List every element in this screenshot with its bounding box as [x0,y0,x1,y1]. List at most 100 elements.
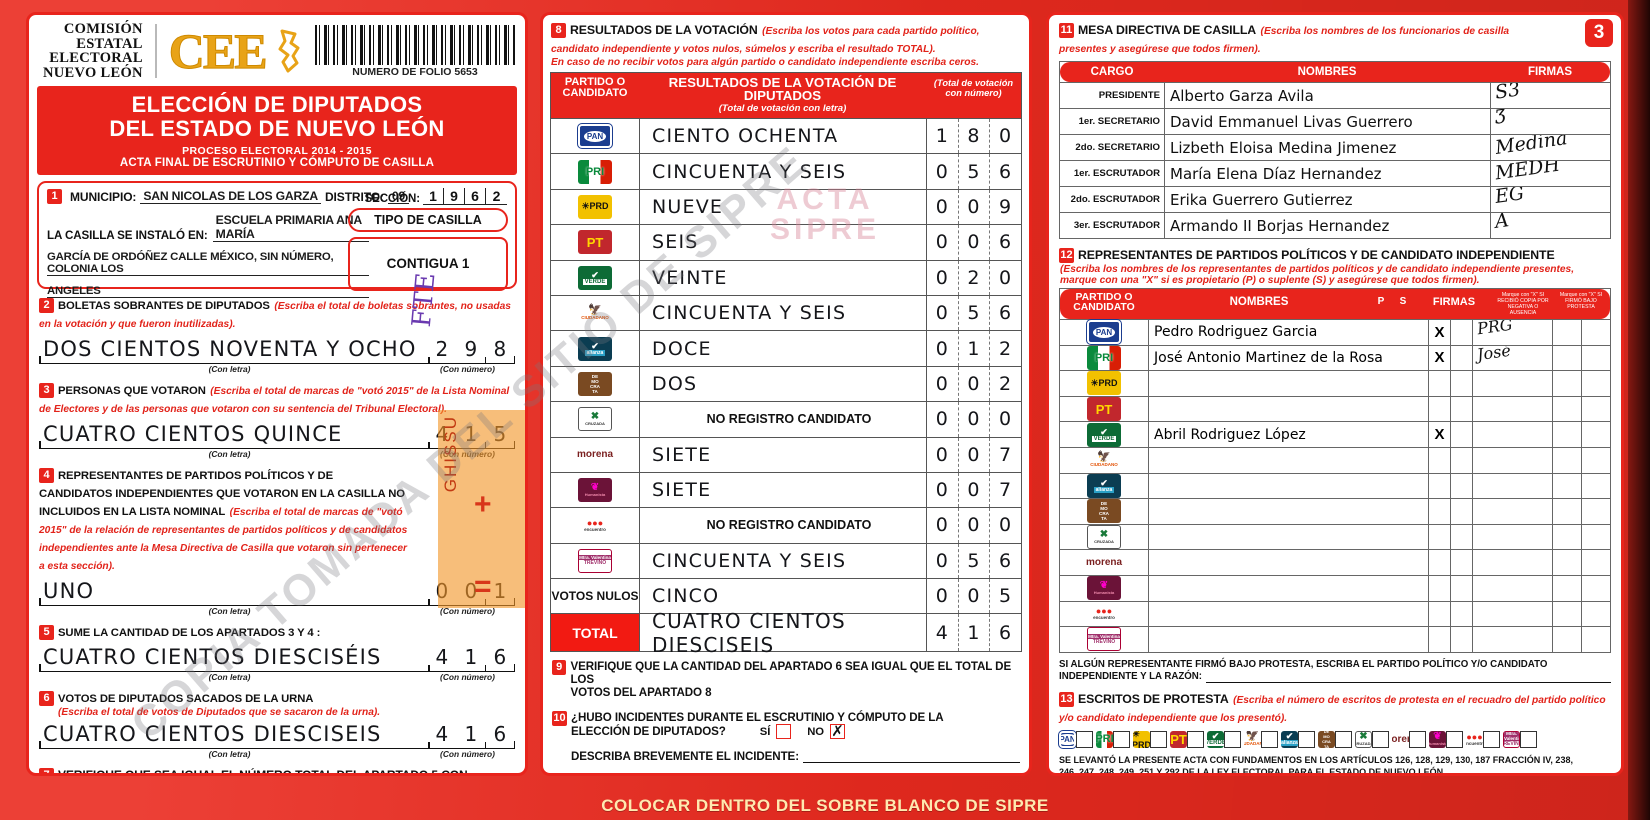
votes-letra[interactable]: CINCUENTA Y SEIS [639,295,926,331]
section-6-letra[interactable]: CUATRO CIENTOS DIESCISEIS [43,722,382,746]
rep-firma[interactable] [1472,524,1552,550]
protesta-count-box[interactable] [1520,730,1537,748]
rep-protesta-cell[interactable] [1581,371,1610,396]
vote-digit[interactable]: 0 [989,508,1021,543]
total-digits[interactable]: 4 1 6 [926,614,1021,652]
vote-digit[interactable]: 0 [935,160,949,183]
mesa-nombre[interactable]: Alberto Garza Avila [1164,83,1490,108]
s2-d1[interactable]: 2 [435,337,450,361]
rep-nombre[interactable] [1148,473,1428,499]
votes-letra[interactable]: NUEVE [639,189,926,225]
rep-firma[interactable] [1472,627,1552,652]
seccion-digit-4[interactable]: 2 [486,188,507,205]
protesta-count-box[interactable] [1113,730,1130,748]
rep-suplente-mark[interactable] [1450,575,1472,601]
s6-d2[interactable]: 1 [464,722,479,746]
mesa-nombre[interactable]: David Emmanuel Livas Guerrero [1164,109,1490,134]
rep-nombre[interactable] [1148,575,1428,601]
rep-nombre[interactable] [1148,447,1428,473]
rep-protesta-cell[interactable] [1581,447,1610,473]
rep-propietario-mark[interactable] [1428,499,1450,524]
rep-copia-cell[interactable] [1552,524,1581,550]
rep-firma[interactable] [1472,447,1552,473]
mesa-firma[interactable]: A [1490,213,1610,238]
votos-nulos-letra[interactable]: CINCO [639,579,926,614]
mesa-firma[interactable]: Ʒ [1490,109,1610,134]
vote-digit[interactable]: 5 [957,295,990,331]
casilla-line-1[interactable]: ESCUELA PRIMARIA ANA MARÍA [212,213,369,242]
vote-digit[interactable]: 6 [989,543,1021,579]
vote-digit[interactable]: 1 [935,125,949,148]
rep-firma[interactable] [1472,473,1552,499]
s2-d2[interactable]: 9 [464,337,479,361]
nulos-d3[interactable]: 5 [989,579,1021,614]
rep-protesta-cell[interactable] [1581,345,1610,371]
rep-propietario-mark[interactable]: X [1428,345,1450,371]
vote-digit[interactable]: 0 [935,195,949,218]
rep-firma[interactable] [1472,601,1552,627]
rep-propietario-mark[interactable] [1428,447,1450,473]
rep-propietario-mark[interactable] [1428,524,1450,550]
protesta-count-box[interactable] [1261,730,1278,748]
rep-firma[interactable] [1472,371,1552,396]
rep-firma[interactable]: José [1472,345,1552,371]
vote-digit[interactable]: 0 [957,366,990,402]
s3-d1[interactable]: 4 [435,422,450,446]
rep-nombre[interactable]: Pedro Rodriguez Garcia [1148,320,1428,345]
total-d2[interactable]: 1 [957,614,990,652]
rep-nombre[interactable]: Abril Rodriguez López [1148,422,1428,447]
mesa-nombre[interactable]: Erika Guerrero Gutierrez [1164,187,1490,212]
section-5-letra[interactable]: CUATRO CIENTOS DIESCISÉIS [43,645,382,669]
votes-letra[interactable]: SIETE [639,472,926,508]
rep-copia-cell[interactable] [1552,550,1581,575]
vote-digit[interactable]: 0 [935,443,949,466]
vote-digit[interactable]: 0 [935,302,949,325]
municipio-value[interactable]: SAN NICOLAS DE LOS GARZA [140,189,321,204]
rep-nombre[interactable] [1148,396,1428,422]
rep-propietario-mark[interactable] [1428,575,1450,601]
votes-letra[interactable]: CIENTO OCHENTA [639,119,926,154]
seccion-digit-1[interactable]: 1 [423,188,444,205]
seccion-digits[interactable]: 1 9 6 2 [423,188,507,205]
s3-d2[interactable]: 1 [464,422,479,446]
s4-d1[interactable]: 0 [435,579,450,603]
rep-suplente-mark[interactable] [1450,320,1472,345]
vote-digit[interactable]: 0 [957,225,990,260]
rep-propietario-mark[interactable] [1428,550,1450,575]
section-4-letra[interactable]: UNO [43,579,95,603]
nulos-d1[interactable]: 0 [935,585,949,608]
rep-suplente-mark[interactable] [1450,499,1472,524]
rep-firma[interactable] [1472,575,1552,601]
protesta-razon-input[interactable] [1206,671,1611,683]
rep-protesta-cell[interactable] [1581,320,1610,345]
protesta-count-box[interactable] [1187,730,1204,748]
votes-letra[interactable]: SEIS [639,225,926,260]
rep-nombre[interactable] [1148,550,1428,575]
rep-suplente-mark[interactable] [1450,550,1472,575]
mesa-firma[interactable]: S3 [1490,83,1610,108]
rep-firma[interactable] [1472,550,1552,575]
vote-digit[interactable]: 0 [935,231,949,254]
protesta-count-box[interactable] [1446,730,1463,748]
vote-digit[interactable]: 0 [935,408,949,431]
section-4-digits[interactable]: 0 0 1 [428,576,515,606]
rep-propietario-mark[interactable] [1428,473,1450,499]
rep-suplente-mark[interactable] [1450,601,1472,627]
vote-digit[interactable]: 7 [989,472,1021,508]
total-d1[interactable]: 4 [935,621,949,644]
rep-copia-cell[interactable] [1552,473,1581,499]
section-2-digits[interactable]: 2 9 8 [428,334,515,364]
section-3-digits[interactable]: 4 1 5 [428,419,515,449]
votes-letra[interactable]: DOCE [639,331,926,366]
vote-digit[interactable]: 0 [935,337,949,360]
nulos-d2[interactable]: 0 [957,579,990,614]
distrito-value[interactable]: 09 [387,189,410,204]
